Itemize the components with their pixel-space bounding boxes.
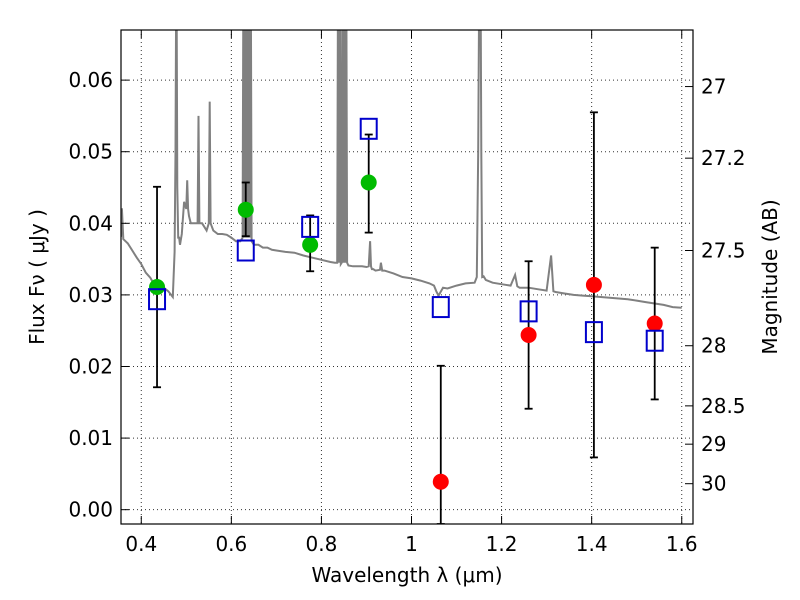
model-flux-square [236,239,255,262]
model-spectrum-line [121,30,682,309]
right-tick-label: 28.5 [701,394,746,418]
plot-frame [120,29,694,525]
y-tick-label: 0.00 [68,498,113,522]
right-axis-title: Magnitude (AB) [758,199,782,354]
right-tick-label: 27 [701,75,726,99]
x-tick-label: 1 [405,532,418,556]
green-data-point [360,174,377,191]
model-flux-square [519,300,538,323]
x-tick-label: 1.4 [576,532,608,556]
plot-area [121,30,682,524]
y-tick-label: 0.02 [68,354,113,378]
red-data-point [520,326,537,343]
green-data-point [302,236,319,253]
x-axis-ticks: 0.4 0.6 0.8 1 1.2 1.4 1.6 [125,30,698,556]
y-tick-label: 0.03 [68,283,113,307]
y-tick-label: 0.06 [68,68,113,92]
x-tick-label: 0.4 [125,532,157,556]
y-tick-label: 0.04 [68,211,113,235]
red-data-point [585,276,602,293]
right-tick-label: 27.2 [701,146,746,170]
y-axis-ticks: 0.00 0.01 0.02 0.03 0.04 0.05 0.06 [68,68,129,522]
green-data-point [149,279,166,296]
model-flux-square [148,288,167,311]
right-tick-label: 29 [701,432,726,456]
green-data-point [237,201,254,218]
x-tick-label: 0.8 [306,532,338,556]
grid-lines [121,30,693,524]
y-axis-title: Flux Fν ( μJy ) [25,209,49,345]
red-data-point [646,315,663,332]
x-tick-label: 1.6 [666,532,698,556]
red-data-point [432,473,449,490]
right-tick-label: 30 [701,472,726,496]
y-tick-label: 0.05 [68,140,113,164]
x-tick-label: 0.6 [215,532,247,556]
model-flux-square [431,296,450,319]
y-tick-label: 0.01 [68,426,113,450]
model-flux-square [645,329,664,352]
right-tick-label: 27.5 [701,239,746,263]
x-axis-title: Wavelength λ (μm) [311,563,502,587]
right-tick-label: 28 [701,334,726,358]
model-flux-square [301,215,320,238]
data-markers [148,117,664,490]
model-flux-square [359,117,378,140]
right-axis-ticks: 27 27.2 27.5 28 28.5 29 30 [685,75,746,496]
model-flux-square [584,321,603,344]
error-bars [153,111,659,524]
x-tick-label: 1.2 [486,532,518,556]
